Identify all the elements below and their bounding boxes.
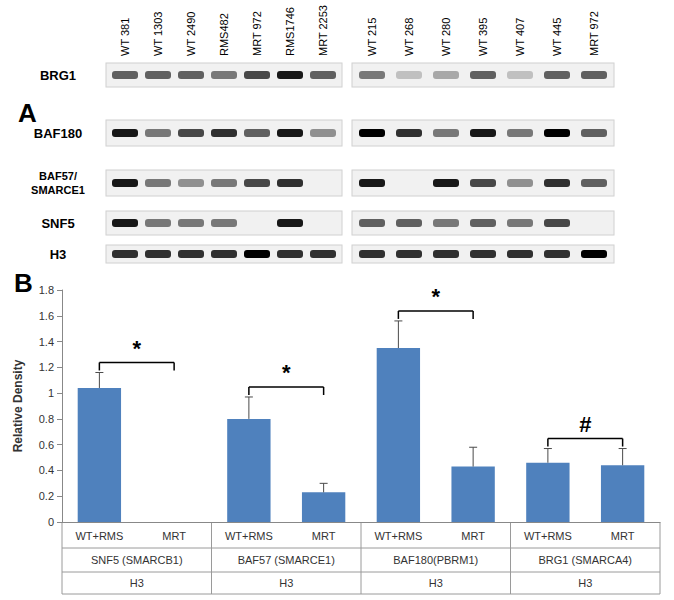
svg-text:H3: H3 — [578, 577, 592, 589]
svg-text:BAF57 (SMARCE1): BAF57 (SMARCE1) — [238, 554, 335, 566]
svg-text:BRG1: BRG1 — [40, 68, 76, 83]
svg-text:BAF180: BAF180 — [34, 126, 82, 141]
svg-text:MRT: MRT — [312, 530, 336, 542]
svg-text:SMARCE1: SMARCE1 — [31, 184, 85, 196]
svg-text:MRT: MRT — [162, 530, 186, 542]
svg-text:1.6: 1.6 — [39, 310, 54, 322]
svg-text:WT 395: WT 395 — [477, 18, 489, 56]
svg-text:1: 1 — [48, 387, 54, 399]
svg-text:0.4: 0.4 — [39, 464, 54, 476]
svg-text:MRT 972: MRT 972 — [251, 11, 263, 56]
svg-text:BAF180(PBRM1): BAF180(PBRM1) — [393, 554, 478, 566]
svg-text:MRT: MRT — [611, 530, 635, 542]
svg-text:0: 0 — [48, 516, 54, 528]
svg-text:H3: H3 — [50, 247, 67, 262]
svg-text:WT 280: WT 280 — [440, 18, 452, 56]
svg-text:WT+RMS: WT+RMS — [75, 530, 123, 542]
svg-text:A: A — [18, 98, 37, 128]
svg-text:*: * — [132, 336, 141, 361]
svg-text:*: * — [431, 284, 440, 309]
svg-text:WT+RMS: WT+RMS — [524, 530, 572, 542]
svg-text:1.8: 1.8 — [39, 284, 54, 296]
svg-text:WT+RMS: WT+RMS — [225, 530, 273, 542]
svg-text:H3: H3 — [130, 577, 144, 589]
svg-text:H3: H3 — [429, 577, 443, 589]
svg-text:1.4: 1.4 — [39, 336, 54, 348]
svg-text:MRT 972: MRT 972 — [588, 11, 600, 56]
svg-text:WT 381: WT 381 — [119, 18, 131, 56]
svg-text:WT 1303: WT 1303 — [152, 12, 164, 56]
svg-text:BRG1 (SMARCA4): BRG1 (SMARCA4) — [538, 554, 632, 566]
svg-text:SNF5: SNF5 — [41, 216, 74, 231]
html-text:B: B — [14, 268, 33, 298]
svg-text:H3: H3 — [279, 577, 293, 589]
svg-text:WT 2490: WT 2490 — [185, 12, 197, 56]
svg-text:WT 215: WT 215 — [366, 18, 378, 56]
svg-text:BAF57/: BAF57/ — [39, 170, 77, 182]
svg-text:MRT 2253: MRT 2253 — [317, 5, 329, 56]
svg-text:SNF5 (SMARCB1): SNF5 (SMARCB1) — [91, 554, 183, 566]
svg-text:RMS1746: RMS1746 — [284, 7, 296, 56]
svg-text:0.6: 0.6 — [39, 439, 54, 451]
svg-text:Relative Density: Relative Density — [11, 359, 25, 452]
svg-text:WT 268: WT 268 — [403, 18, 415, 56]
svg-text:WT 407: WT 407 — [514, 18, 526, 56]
svg-text:0.8: 0.8 — [39, 413, 54, 425]
svg-text:WT 445: WT 445 — [551, 18, 563, 56]
svg-text:0.2: 0.2 — [39, 490, 54, 502]
svg-text:*: * — [282, 360, 291, 385]
svg-text:RMS482: RMS482 — [218, 13, 230, 56]
svg-text:#: # — [579, 412, 591, 437]
svg-text:MRT: MRT — [461, 530, 485, 542]
svg-text:WT+RMS: WT+RMS — [374, 530, 422, 542]
svg-text:1.2: 1.2 — [39, 361, 54, 373]
